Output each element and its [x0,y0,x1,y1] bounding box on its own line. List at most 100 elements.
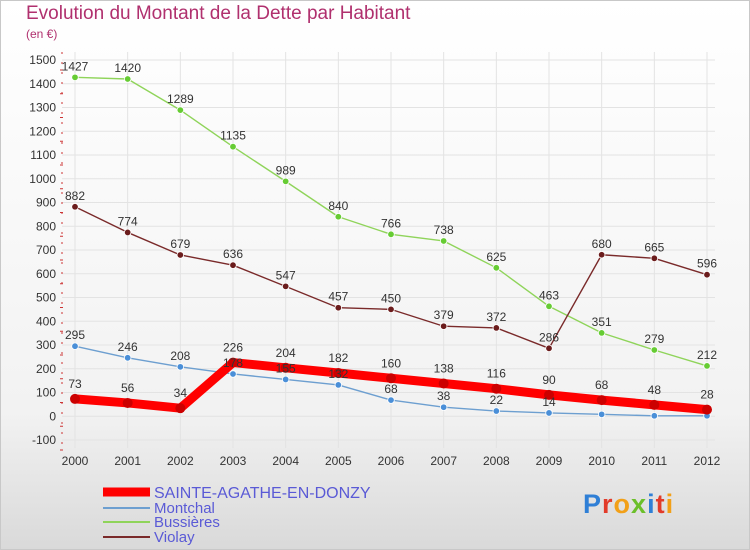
y-tick-label: 200 [36,362,56,376]
y-tick-label: 1200 [29,124,56,138]
data-point [439,403,448,411]
data-point [492,264,501,272]
data-point [71,73,79,82]
legend-label: Bussières [154,514,220,531]
data-point [71,342,79,350]
data-point [439,237,448,245]
x-tick-label: 2007 [430,454,457,468]
y-tick-label: 700 [36,243,56,257]
data-label: 295 [65,328,85,342]
data-point [281,177,290,186]
y-tick-label: 1000 [29,172,56,186]
chart-title: Evolution du Montant de la Dette par Hab… [26,3,411,24]
data-label: 246 [118,340,138,354]
data-point [334,304,343,312]
data-point [123,75,132,83]
data-point [387,305,395,314]
x-tick-label: 2011 [641,454,667,468]
x-tick-label: 2001 [114,454,141,468]
proxiti-logo: Proxiti [583,489,675,519]
y-tick-label: 1400 [29,77,56,91]
data-label: 379 [434,308,454,322]
data-point [229,261,237,269]
data-point [281,375,290,384]
data-point [386,373,396,384]
data-point [545,302,553,310]
legend-label: Violay [154,529,195,546]
data-label: 457 [328,290,348,304]
x-tick-label: 2012 [694,454,721,468]
data-label: 596 [697,257,717,271]
data-label: 665 [644,240,664,254]
data-label: 547 [276,268,296,282]
data-point [492,324,501,332]
data-label: 279 [644,332,664,346]
data-point [650,412,659,420]
data-point [387,230,395,239]
data-point [176,251,185,259]
y-tick-label: 1500 [29,53,56,67]
data-point [545,344,553,353]
x-tick-label: 2005 [325,454,352,468]
y-tick-label: 500 [36,291,56,305]
data-label: 14 [542,395,556,409]
y-tick-label: 1100 [30,148,56,162]
data-label: 132 [328,367,348,381]
data-point [439,322,448,330]
data-label: 286 [539,330,559,344]
data-point [123,228,132,237]
y-tick-label: 0 [49,409,56,423]
data-label: 372 [486,310,506,324]
data-label: 1289 [167,92,194,106]
data-point [175,403,186,414]
data-point [228,357,238,368]
data-label: 738 [434,223,454,237]
legend-label: SAINTE-AGATHE-EN-DONZY [154,485,371,502]
data-label: 138 [434,361,454,375]
data-point [703,271,711,279]
y-tick-label: 800 [36,219,56,233]
data-label: 226 [223,341,243,355]
y-tick-label: 100 [36,386,56,400]
data-label: 68 [384,382,398,396]
data-label: 679 [170,237,190,251]
data-label: 155 [276,361,296,375]
data-label-layer: 73 56 34 226 204 182 160 138 116 90 68 48 28 295 246 20… [62,59,718,409]
data-point [70,393,80,404]
data-label: 1427 [62,59,89,73]
data-label: 178 [223,356,243,370]
data-point [176,363,185,371]
x-tick-label: 2003 [220,454,247,468]
data-label: 116 [487,367,506,381]
data-point [176,106,185,114]
data-label: 1135 [220,129,246,143]
x-tick-label: 2000 [62,454,89,468]
data-point [597,410,606,419]
x-tick-label: 2008 [483,454,510,468]
data-label: 160 [381,356,401,370]
data-point [702,404,712,415]
data-label: 38 [437,389,451,403]
x-tick-label: 2010 [588,454,615,468]
data-label: 625 [486,250,506,264]
data-label: 34 [174,386,188,400]
data-label: 989 [276,163,296,177]
data-point [123,354,132,362]
data-point [122,397,133,408]
data-label: 68 [595,378,609,392]
data-label: 56 [121,381,135,395]
data-point [280,362,291,373]
axis-layer: -100 0 100 200 300 400 500 600 700 800 900 1000 1100… [29,52,721,468]
data-label: 22 [490,393,504,407]
legend-label: Montchal [154,500,215,517]
data-label: 182 [328,351,348,365]
data-label: 450 [381,291,401,305]
data-point [596,395,607,406]
data-point [649,399,660,410]
series-layer [70,73,712,420]
data-point [492,407,501,415]
data-label: 351 [592,315,612,329]
y-tick-label: 600 [36,267,56,281]
